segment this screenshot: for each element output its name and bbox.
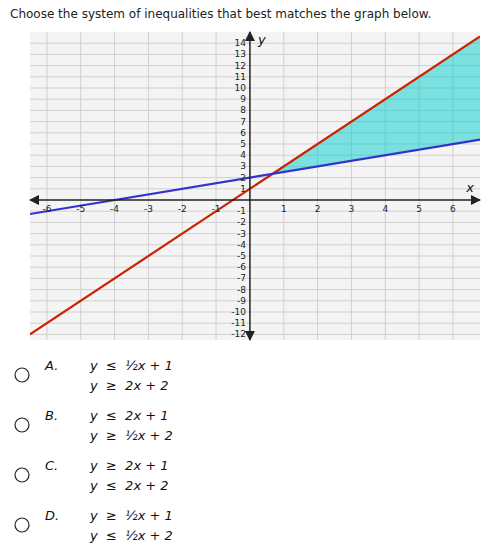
grid-line xyxy=(30,155,480,156)
x-tick-label: 5 xyxy=(416,204,422,214)
grid-line xyxy=(30,166,480,167)
grid-line xyxy=(182,32,183,340)
radio-button[interactable] xyxy=(15,468,29,482)
grid-line xyxy=(80,32,81,340)
plot-background xyxy=(30,32,480,340)
option-text: y ≤ ½x + 2 xyxy=(89,528,173,543)
grid-line xyxy=(30,233,480,234)
grid-line xyxy=(30,312,480,313)
option-text: y ≥ ½x + 2 xyxy=(89,428,173,443)
x-tick-label: 4 xyxy=(382,204,388,214)
option-label: C. xyxy=(45,458,58,473)
x-tick-label: -1 xyxy=(212,204,221,214)
y-tick-label: -1 xyxy=(237,206,246,216)
option-label: A. xyxy=(44,358,58,373)
x-tick-label: 6 xyxy=(450,204,456,214)
grid-line xyxy=(148,32,149,340)
option-text: y ≥ ½x + 1 xyxy=(89,508,173,523)
grid-line xyxy=(30,188,480,189)
series-group xyxy=(30,36,480,334)
grid-line xyxy=(317,32,318,340)
option-label: D. xyxy=(45,508,59,523)
grid-line xyxy=(30,222,480,223)
grid-line xyxy=(30,65,480,66)
x-tick-label: 1 xyxy=(281,204,287,214)
x-tick-label: -2 xyxy=(178,204,187,214)
grid-line xyxy=(30,211,480,212)
grid-line xyxy=(30,323,480,324)
y-tick-label: -3 xyxy=(237,229,246,239)
grid-line xyxy=(30,300,480,301)
line xyxy=(30,36,480,334)
option-label: B. xyxy=(45,408,58,423)
y-tick-label: -4 xyxy=(237,240,246,250)
y-axis xyxy=(249,32,251,340)
grid-line xyxy=(30,278,480,279)
x-tick-label: -3 xyxy=(144,204,153,214)
option-text: y ≤ 2x + 1 xyxy=(89,408,169,423)
grid-line xyxy=(30,54,480,55)
option-text: y ≤ 2x + 2 xyxy=(89,478,169,493)
y-tick-label: -2 xyxy=(237,217,246,227)
option-text: y ≤ ½x + 1 xyxy=(89,358,173,373)
title: Choose the system of inequalities that b… xyxy=(10,7,431,21)
grid-line xyxy=(283,32,284,340)
x-tick-label: 2 xyxy=(315,204,321,214)
y-tick-label: 11 xyxy=(234,72,245,82)
radio-button[interactable] xyxy=(15,368,29,382)
line xyxy=(30,140,480,214)
grid-line xyxy=(30,267,480,268)
chart: Choose the system of inequalities that b… xyxy=(0,0,503,556)
y-tick-label: 5 xyxy=(240,139,246,149)
y-tick-label: 3 xyxy=(240,161,246,171)
grid-line xyxy=(30,43,480,44)
radio-button[interactable] xyxy=(15,518,29,532)
y-axis-label: y xyxy=(257,32,266,47)
x-tick-label: -4 xyxy=(110,204,119,214)
y-tick-label: -7 xyxy=(237,273,246,283)
x-axis xyxy=(30,199,480,201)
y-tick-label: 12 xyxy=(234,61,245,71)
grid-line xyxy=(216,32,217,340)
x-tick-label: -5 xyxy=(76,204,85,214)
y-tick-label: 14 xyxy=(234,38,246,48)
x-axis-label: x xyxy=(465,180,474,195)
y-tick-label: 13 xyxy=(234,49,245,59)
grid-line xyxy=(30,334,480,335)
y-tick-label: 7 xyxy=(240,117,246,127)
grid-line xyxy=(351,32,352,340)
radio-button[interactable] xyxy=(15,418,29,432)
x-tick-label: 3 xyxy=(349,204,355,214)
grid-line xyxy=(30,256,480,257)
y-tick-label: -9 xyxy=(237,296,246,306)
y-tick-label: 2 xyxy=(240,173,246,183)
grid-line xyxy=(46,32,47,340)
grid-line xyxy=(385,32,386,340)
y-tick-label: 9 xyxy=(240,94,246,104)
y-tick-label: -5 xyxy=(237,251,246,261)
option-text: y ≥ 2x + 2 xyxy=(89,378,169,393)
option-text: y ≥ 2x + 1 xyxy=(89,458,169,473)
y-tick-label: 10 xyxy=(234,83,246,93)
y-tick-label: 1 xyxy=(240,184,246,194)
x-tick-label: -6 xyxy=(42,204,51,214)
y-tick-label: -10 xyxy=(231,307,246,317)
y-tick-label: -12 xyxy=(231,329,246,339)
y-tick-label: 8 xyxy=(240,105,246,115)
y-tick-label: 6 xyxy=(240,128,246,138)
y-tick-label: -11 xyxy=(231,318,246,328)
grid-line xyxy=(30,76,480,77)
y-tick-label: -8 xyxy=(237,285,246,295)
grid-line xyxy=(30,244,480,245)
grid-line xyxy=(114,32,115,340)
y-tick-label: -6 xyxy=(237,262,246,272)
y-tick-label: 4 xyxy=(240,150,246,160)
